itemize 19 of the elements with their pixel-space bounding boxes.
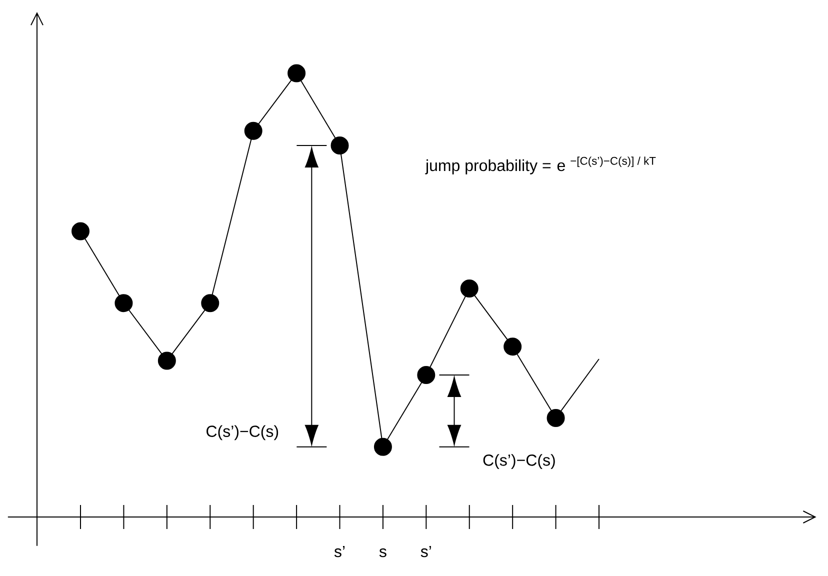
point <box>244 122 262 140</box>
x-tick-label: s <box>379 548 386 558</box>
point <box>158 352 176 370</box>
point <box>201 294 220 312</box>
point <box>374 438 392 456</box>
annotation: C(s’)−C(s) <box>206 425 278 440</box>
annotation: C(s’)−C(s) <box>483 454 555 469</box>
point <box>504 338 522 356</box>
point <box>546 409 565 428</box>
point <box>288 64 306 82</box>
point <box>417 366 436 384</box>
point <box>330 136 349 155</box>
annotation: jump probability = <box>425 159 551 174</box>
point <box>72 222 90 240</box>
point <box>460 279 478 298</box>
x-tick-label: s’ <box>334 546 345 558</box>
annotation: $\text{e }^{\text{−[C(s’)−C(s)] / kT}}$ <box>557 156 656 172</box>
x-tick-label: s’ <box>420 546 431 558</box>
point <box>114 294 133 312</box>
